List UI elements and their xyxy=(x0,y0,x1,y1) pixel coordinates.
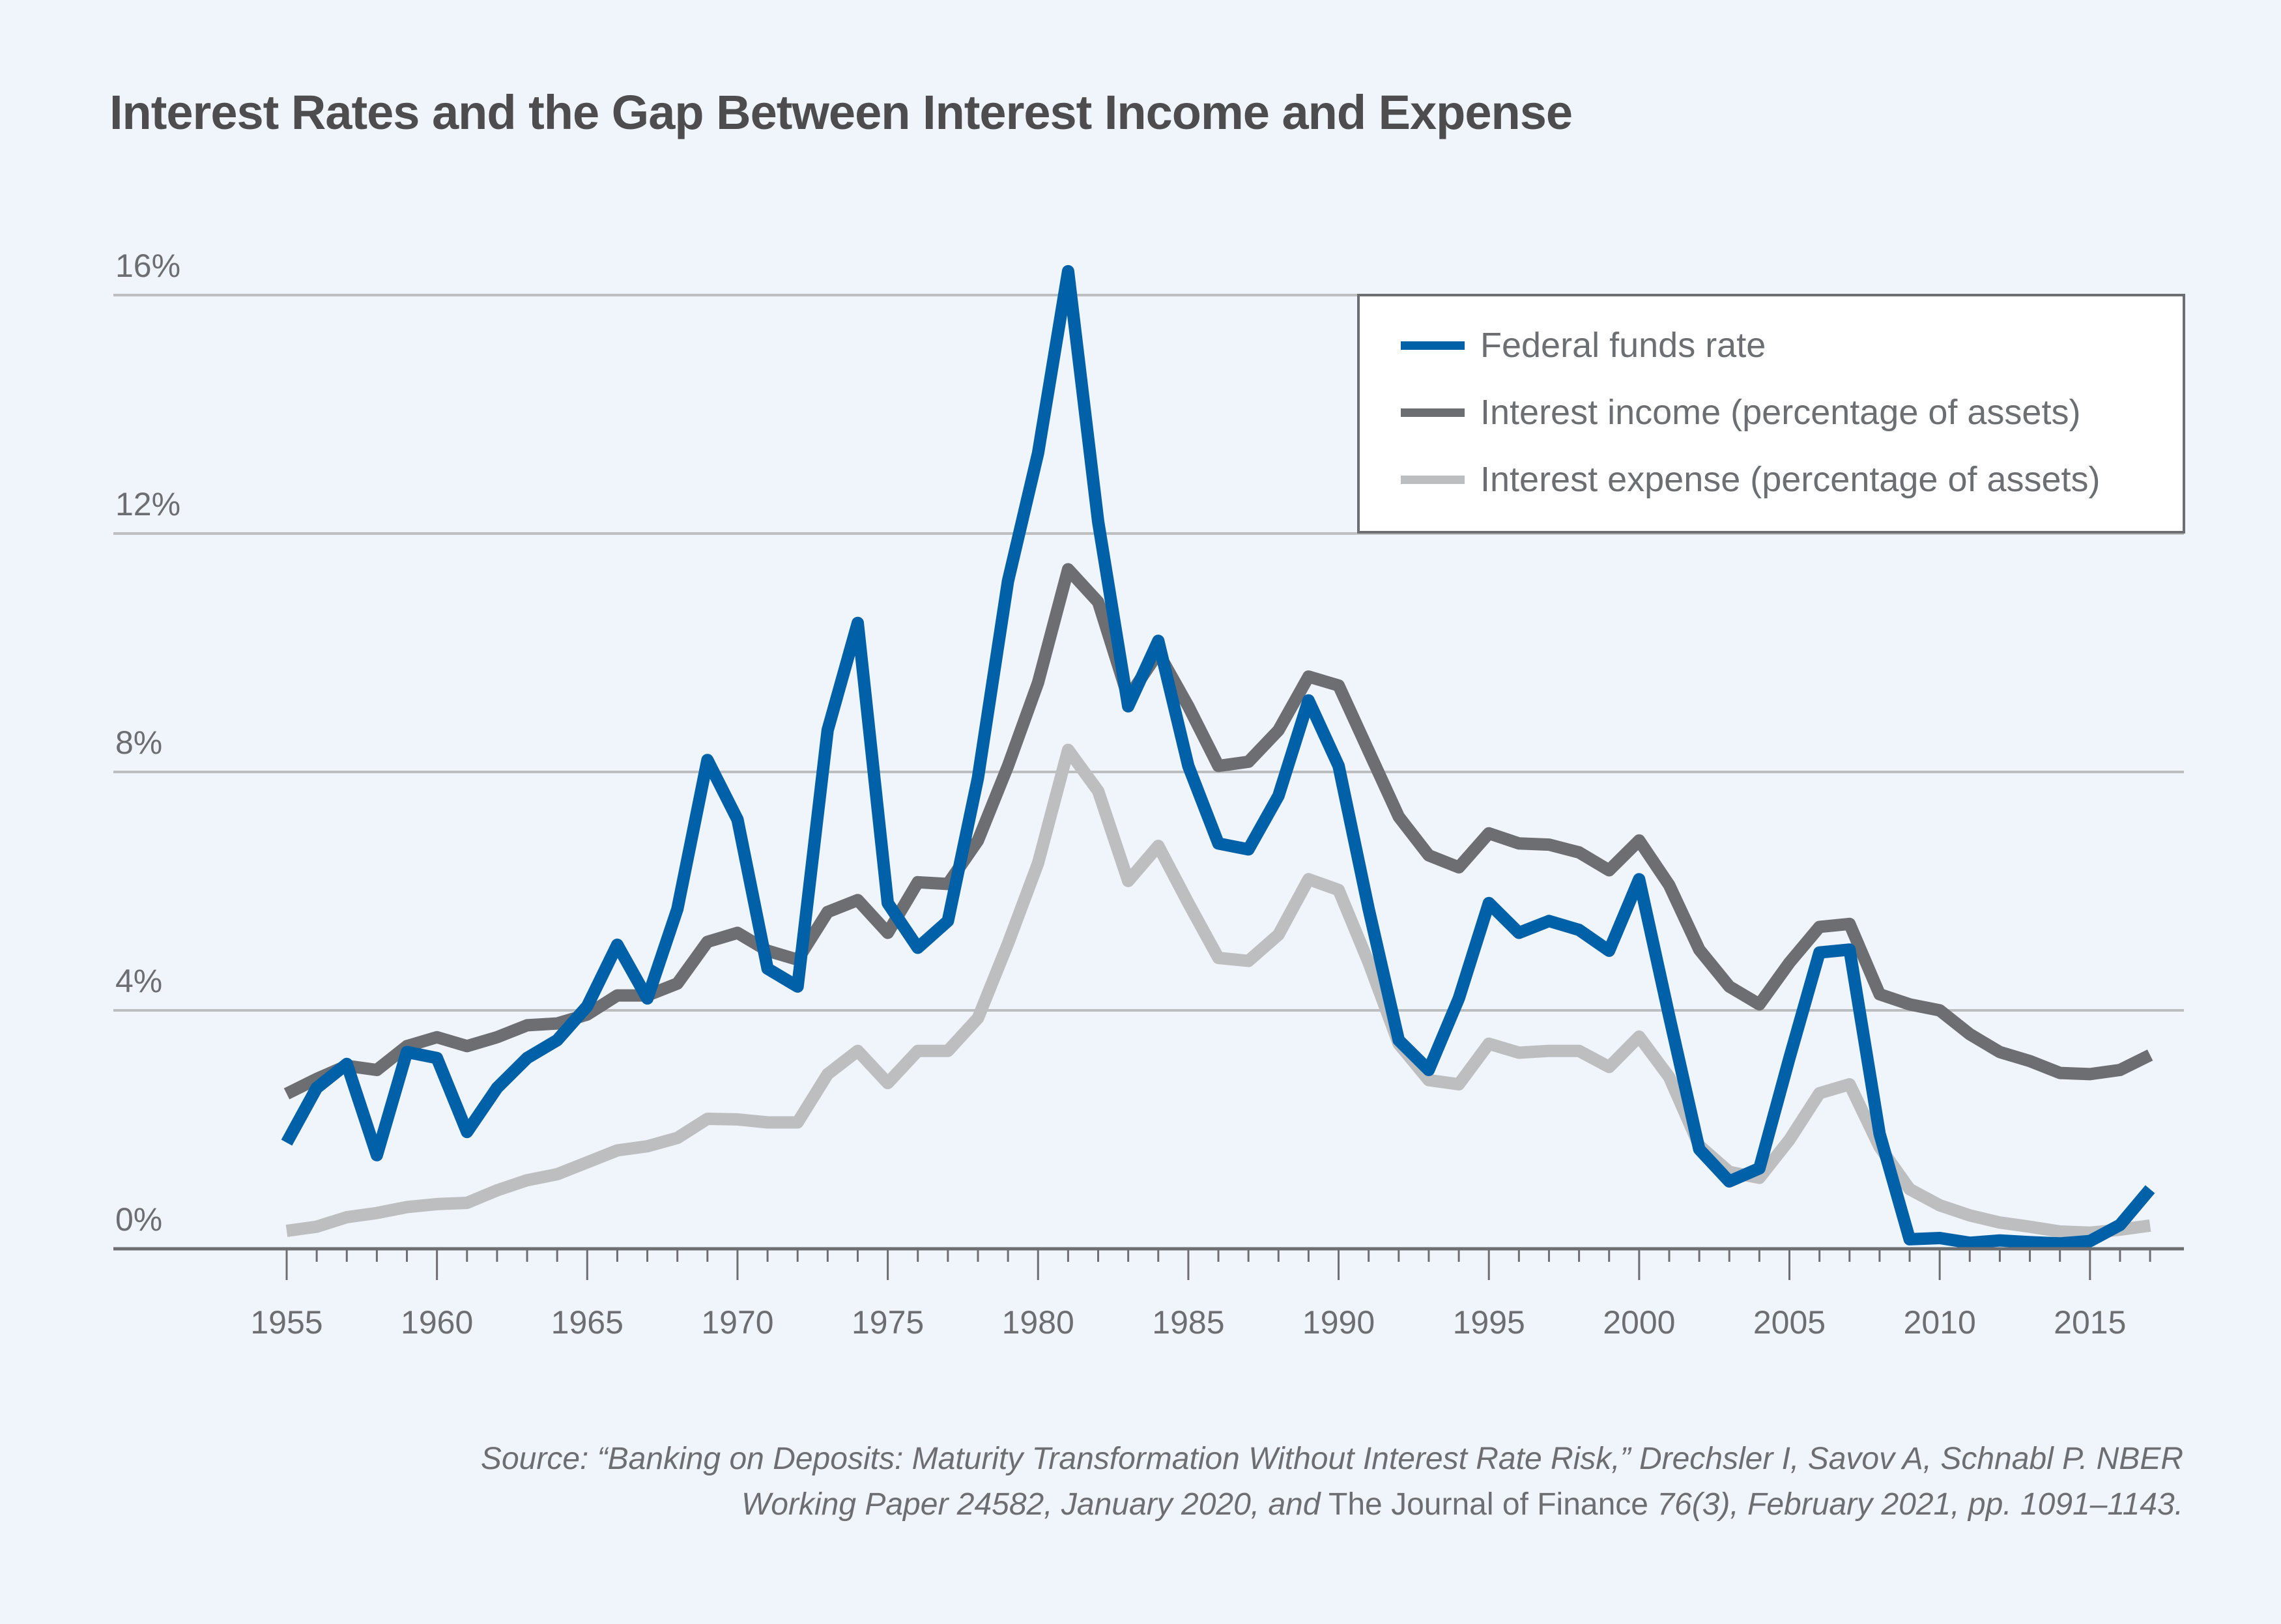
x-tick-label: 2000 xyxy=(1603,1304,1675,1341)
source-and: and xyxy=(1268,1487,1321,1522)
y-axis-labels: 0% 4% 8% 12% 16% xyxy=(115,248,180,1238)
x-tick-label: 2010 xyxy=(1904,1304,1976,1341)
source-line-2: Working Paper 24582, January 2020, and T… xyxy=(98,1482,2183,1528)
y-tick-label: 0% xyxy=(115,1201,162,1238)
x-tick-label: 2005 xyxy=(1753,1304,1826,1341)
x-tick-label: 1995 xyxy=(1453,1304,1525,1341)
x-tick-label: 1970 xyxy=(701,1304,773,1341)
x-tick-label: 1955 xyxy=(250,1304,323,1341)
y-tick-label: 12% xyxy=(115,486,180,522)
x-tick-label: 1980 xyxy=(1002,1304,1074,1341)
legend-label: Interest income (percentage of assets) xyxy=(1480,393,2080,432)
source-line-1: Source: “Banking on Deposits: Maturity T… xyxy=(480,1442,2183,1476)
series-line-federal-funds-rate xyxy=(281,264,2155,1250)
source-line-2a: Working Paper 24582, January 2020, xyxy=(741,1487,1269,1522)
chart-title: Interest Rates and the Gap Between Inter… xyxy=(109,85,1573,139)
legend-swatch xyxy=(1401,476,1465,484)
y-tick-label: 16% xyxy=(115,248,180,284)
x-axis-labels: 1955 1960 1965 1970 1975 1980 1985 1990 1995 2000… xyxy=(250,1304,2126,1341)
x-tick-label: 1990 xyxy=(1302,1304,1375,1341)
x-tick-label: 1985 xyxy=(1152,1304,1224,1341)
legend-label: Interest expense (percentage of assets) xyxy=(1480,460,2101,499)
legend-label: Federal funds rate xyxy=(1480,326,1766,365)
source-line-2b: 76(3), February 2021, pp. 1091–1143. xyxy=(1657,1487,2183,1522)
y-tick-label: 8% xyxy=(115,724,162,761)
series-line-interest-expense-percentage-of-assets xyxy=(285,743,2151,1239)
x-tick-label: 1975 xyxy=(852,1304,924,1341)
source-note: Source: “Banking on Deposits: Maturity T… xyxy=(98,1436,2183,1528)
legend-swatch xyxy=(1401,408,1465,417)
legend-swatch xyxy=(1401,341,1465,350)
source-journal: The Journal of Finance xyxy=(1320,1487,1657,1522)
x-axis xyxy=(113,1247,2184,1280)
x-tick-label: 2015 xyxy=(2054,1304,2126,1341)
x-tick-label: 1965 xyxy=(551,1304,624,1341)
x-tick-label: 1960 xyxy=(401,1304,473,1341)
y-tick-label: 4% xyxy=(115,963,162,999)
series-lines xyxy=(281,264,2155,1250)
series-line-interest-income-percentage-of-assets xyxy=(283,563,2153,1100)
legend-box xyxy=(1357,294,2185,534)
legend: Federal funds rate Interest income (perce… xyxy=(1357,294,2185,534)
